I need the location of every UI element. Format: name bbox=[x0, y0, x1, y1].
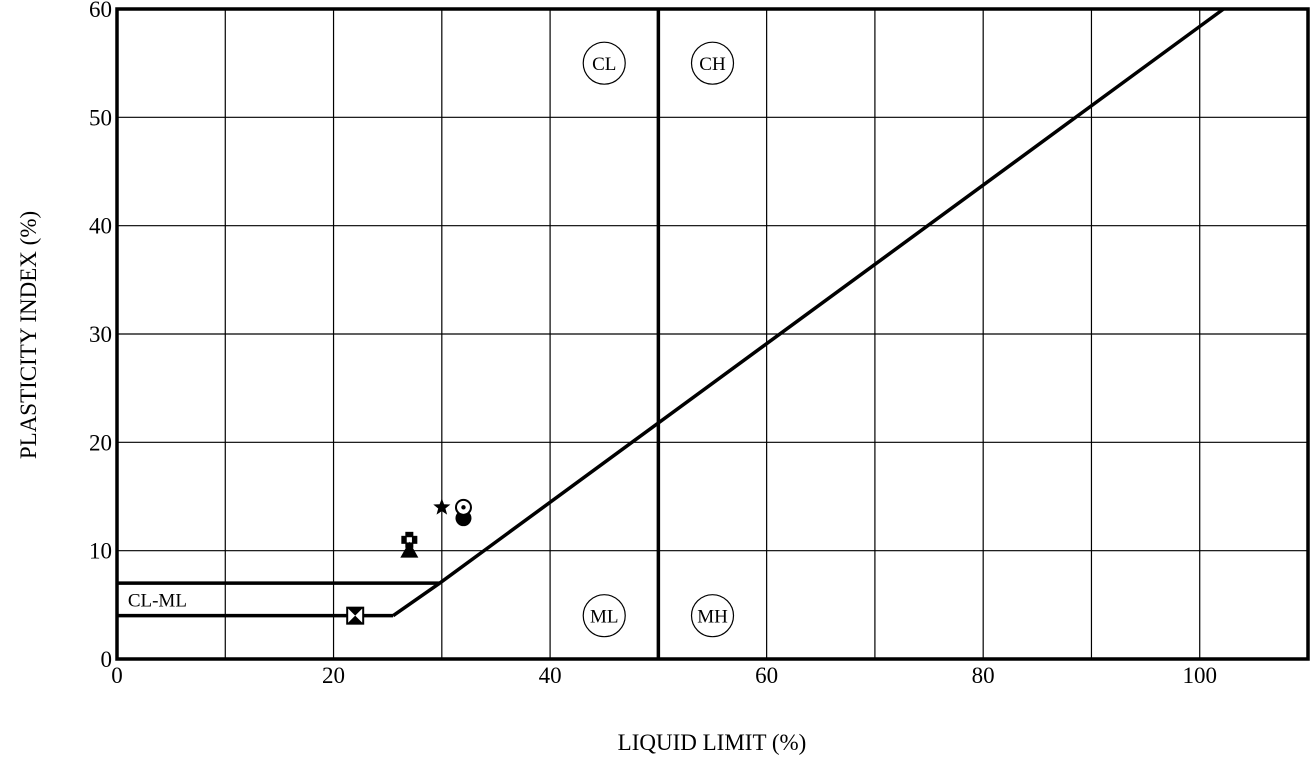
x-tick-label: 80 bbox=[972, 663, 995, 688]
plot-frame bbox=[115, 7, 1310, 661]
zone-circle bbox=[582, 594, 626, 638]
y-tick-label: 60 bbox=[89, 0, 112, 22]
gridlines bbox=[116, 8, 1309, 660]
data-point-triangle bbox=[400, 541, 419, 558]
hourglass-bottom bbox=[347, 615, 364, 624]
cl-ml-label: CL-ML bbox=[128, 590, 187, 611]
data-point-hourglass bbox=[346, 606, 365, 625]
zone-label: CL bbox=[592, 54, 616, 75]
zone-label: MH bbox=[697, 607, 728, 628]
x-tick-label: 60 bbox=[755, 663, 778, 688]
y-tick-label: 40 bbox=[89, 214, 112, 239]
reference-line bbox=[392, 7, 1225, 618]
data-point-star bbox=[433, 498, 451, 515]
x-tick-label: 100 bbox=[1182, 663, 1217, 688]
y-tick-labels: 0 10 20 30 40 50 60 bbox=[89, 0, 112, 672]
zone-label: ML bbox=[590, 607, 619, 628]
y-tick-label: 50 bbox=[89, 105, 112, 130]
zone-labels: CL CH ML MH CL-ML bbox=[128, 41, 735, 638]
y-tick-label: 20 bbox=[89, 430, 112, 455]
data-point-cross-square bbox=[401, 531, 418, 548]
y-tick-label: 10 bbox=[89, 539, 112, 564]
x-tick-label: 20 bbox=[322, 663, 345, 688]
cross-center bbox=[406, 537, 412, 543]
x-tick-label: 40 bbox=[539, 663, 562, 688]
y-tick-label: 0 bbox=[101, 647, 113, 672]
x-tick-labels: 0 20 40 60 80 100 bbox=[111, 663, 1217, 688]
zone-label: CH bbox=[699, 54, 726, 75]
y-tick-label: 30 bbox=[89, 322, 112, 347]
x-axis-title: LIQUID LIMIT (%) bbox=[618, 730, 807, 755]
y-axis-title: PLASTICITY INDEX (%) bbox=[16, 211, 41, 459]
data-points bbox=[346, 498, 472, 625]
hourglass-top bbox=[347, 607, 364, 616]
data-point-open-circle bbox=[454, 498, 472, 516]
zone-circle bbox=[582, 41, 626, 85]
x-tick-label: 0 bbox=[111, 663, 123, 688]
zone-circle bbox=[690, 41, 735, 85]
open-circle-center bbox=[461, 505, 466, 510]
zone-circle bbox=[690, 594, 735, 638]
